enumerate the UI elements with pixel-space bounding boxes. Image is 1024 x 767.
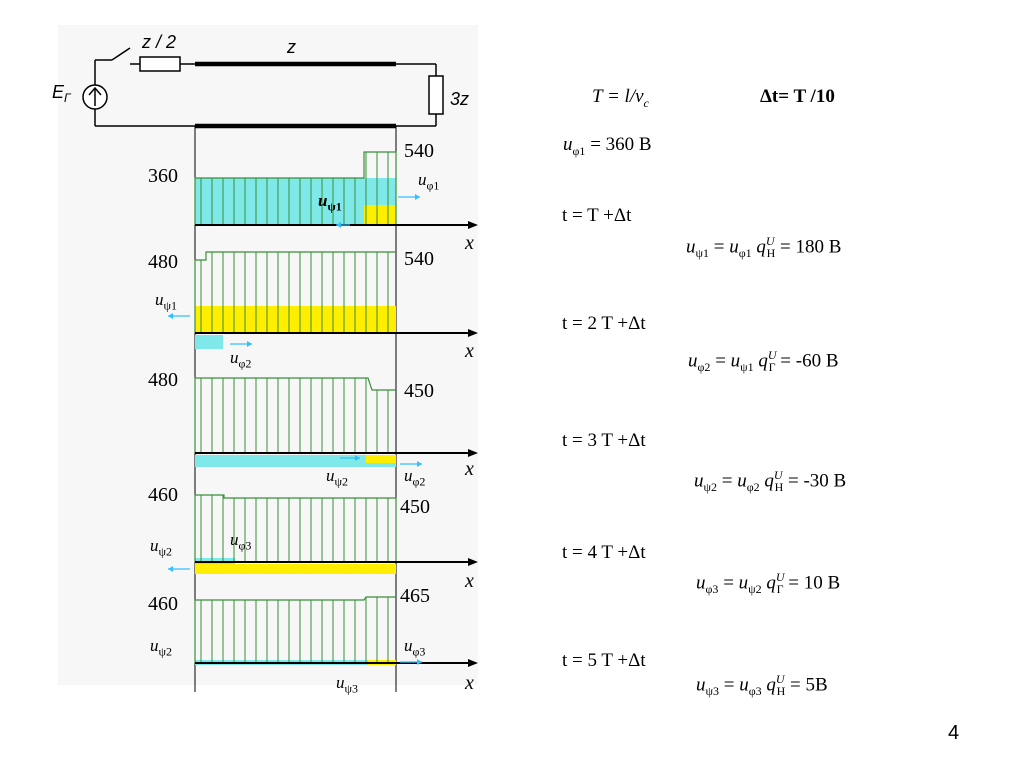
time-step-2: t = 2 T +Δt xyxy=(562,313,646,334)
resistor-3z xyxy=(428,75,444,115)
panel4-voltage-profile xyxy=(194,494,397,562)
panel4-label-upsi2: uψ2 xyxy=(150,536,173,559)
panel2-x-axis-arrow xyxy=(468,329,478,337)
panel2-voltage-profile xyxy=(194,251,396,333)
panel2-right-value: 540 xyxy=(404,248,434,270)
panel3-forward-arrow-head xyxy=(417,461,422,467)
result-2: uφ2 = uψ1 qUГ = -60 В xyxy=(688,348,839,375)
time-step-4: t = 4 T +Δt xyxy=(562,542,646,563)
panel4-yellow-band xyxy=(195,564,396,574)
panel1-left-value: 360 xyxy=(148,165,178,187)
panel1-label-upsi1: uψ1 xyxy=(318,191,342,214)
result-4: uφ3 = uψ2 qUГ = 10 В xyxy=(696,570,841,597)
panel4-left-value: 460 xyxy=(148,484,178,506)
wave-panels xyxy=(168,151,478,667)
formula-u-phi1: uφ1 = 360 В xyxy=(563,134,652,158)
axis-x-5: x xyxy=(465,672,474,694)
panel1-x-axis-arrow xyxy=(468,221,478,229)
panel3-voltage-profile xyxy=(194,377,396,453)
panel3-x-axis-arrow xyxy=(468,449,478,457)
time-step-3: t = 3 T +Δt xyxy=(562,430,646,451)
formula-time-step: Δt= T /10 xyxy=(760,86,835,107)
panel5-label-upsi3: uψ3 xyxy=(336,673,359,696)
r1-label: z / 2 xyxy=(141,32,176,52)
panel5-forward-arrow-head xyxy=(417,659,422,665)
panel5-x-axis-arrow xyxy=(468,659,478,667)
line-label: z xyxy=(286,37,296,57)
panel1-right-value: 540 xyxy=(404,140,434,162)
figure-background xyxy=(58,25,478,685)
panel1-cyan-fill xyxy=(195,178,396,225)
panel5-label-upsi2: uψ2 xyxy=(150,636,173,659)
panel5-voltage-profile xyxy=(194,596,396,663)
load-label: 3z xyxy=(450,89,469,109)
panel1-yellow-fill xyxy=(364,205,396,225)
panel2-left-value: 480 xyxy=(148,251,178,273)
panel2-backward-arrow-head xyxy=(168,313,173,319)
panel2-yellow-band xyxy=(195,306,396,333)
panel5-right-value: 465 xyxy=(400,585,430,607)
panel4-backward-arrow-head xyxy=(168,566,173,572)
panel1-forward-arrow-head xyxy=(415,194,420,200)
panel3-label-upsi2: uψ2 xyxy=(326,466,349,489)
panel5-left-value: 460 xyxy=(148,593,178,615)
result-1: uψ1 = uφ1 qUН = 180 В xyxy=(686,234,842,261)
result-3: uψ2 = uφ2 qUН = -30 В xyxy=(694,468,847,495)
panel1-reflected-arrow-head xyxy=(336,222,341,228)
axis-x-1: x xyxy=(465,232,474,254)
panel4-right-value: 450 xyxy=(400,496,430,518)
source-label: EГ xyxy=(52,82,72,105)
panel1-voltage-profile xyxy=(194,151,397,225)
panel2-forward-arrow-head xyxy=(247,341,252,347)
page-number: 4 xyxy=(948,722,960,744)
formula-period: T = l/vc xyxy=(592,86,649,110)
panel1-label-uphi1: uφ1 xyxy=(418,170,440,193)
result-5: uψ3 = uφ3 qUН = 5В xyxy=(696,672,828,699)
panel2-label-uphi2: uφ2 xyxy=(230,348,252,371)
panel4-label-uphi3: uφ3 xyxy=(230,530,252,553)
panel3-right-value: 450 xyxy=(404,380,434,402)
axis-x-4: x xyxy=(465,570,474,592)
panel4-x-axis-arrow xyxy=(468,558,478,566)
panel3-left-value: 480 xyxy=(148,369,178,391)
time-step-1: t = T +Δt xyxy=(562,205,632,226)
time-step-5: t = 5 T +Δt xyxy=(562,650,646,671)
panel3-label-uphi2: uφ2 xyxy=(404,466,426,489)
axis-x-3: x xyxy=(465,458,474,480)
axis-x-2: x xyxy=(465,340,474,362)
panel2-cyan-below xyxy=(195,335,223,349)
panel5-label-uphi3: uφ3 xyxy=(404,636,426,659)
switch-symbol xyxy=(111,47,131,61)
panel3-yellow-fill xyxy=(366,455,396,463)
resistor-z2 xyxy=(139,56,181,72)
panel3-backward-arrow-head xyxy=(355,455,360,461)
panel2-label-upsi1: uψ1 xyxy=(155,290,178,313)
panel3-cyan-band xyxy=(195,455,396,467)
circuit: EГ z / 2 z 3z xyxy=(52,32,469,129)
